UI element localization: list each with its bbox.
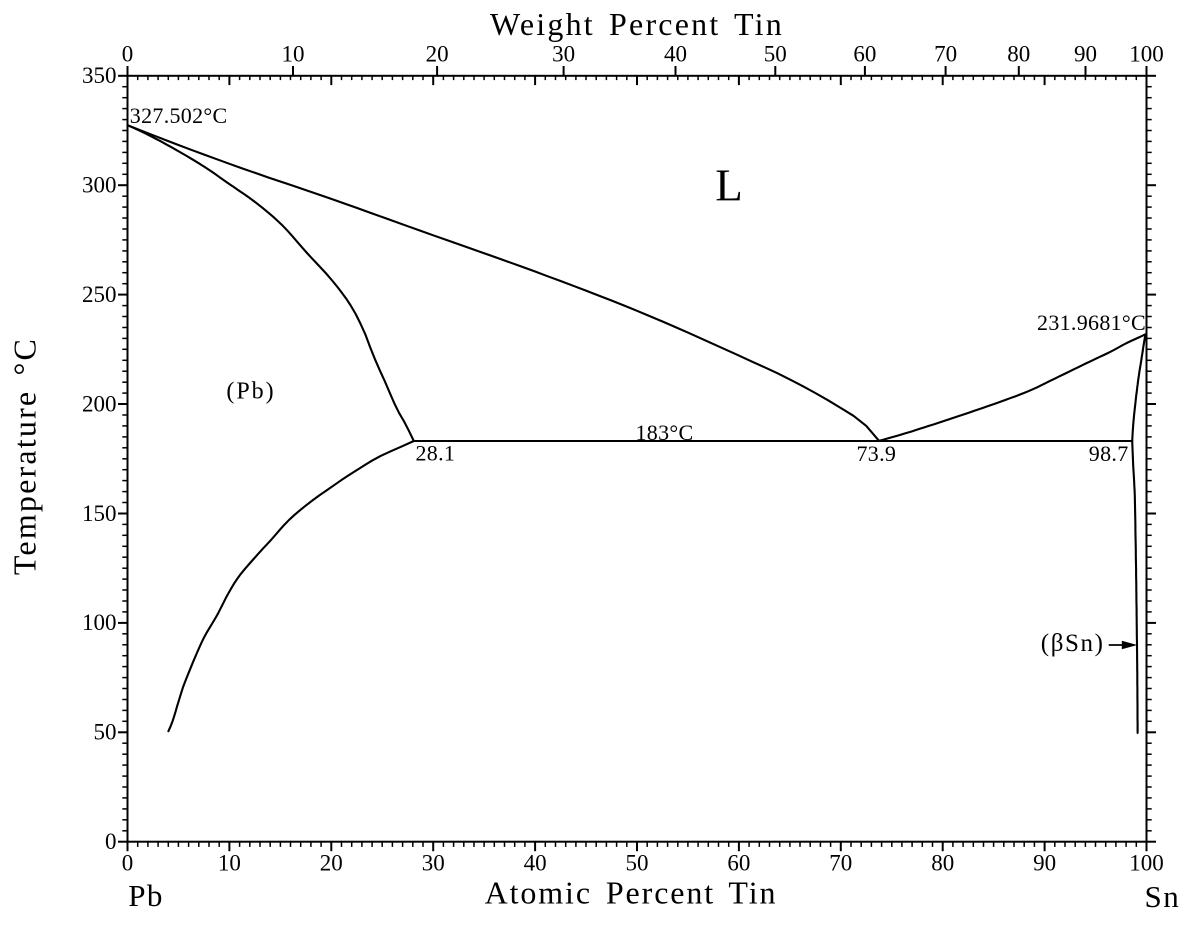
svg-text:90: 90 (1074, 42, 1097, 67)
svg-text:60: 60 (727, 851, 750, 876)
svg-text:70: 70 (829, 851, 852, 876)
svg-text:0: 0 (122, 42, 134, 67)
svg-text:50: 50 (626, 851, 649, 876)
svg-text:327.502°C: 327.502°C (130, 103, 228, 128)
svg-text:0: 0 (105, 829, 117, 854)
svg-text:30: 30 (422, 851, 445, 876)
svg-text:40: 40 (524, 851, 547, 876)
svg-text:100: 100 (1129, 851, 1164, 876)
svg-text:50: 50 (764, 42, 787, 67)
svg-text:Sn: Sn (1145, 879, 1181, 914)
svg-text:80: 80 (1007, 42, 1030, 67)
svg-text:231.9681°C: 231.9681°C (1037, 310, 1146, 335)
svg-text:200: 200 (82, 391, 117, 416)
svg-text:0: 0 (122, 851, 134, 876)
svg-text:100: 100 (1129, 42, 1164, 67)
svg-text:73.9: 73.9 (857, 441, 897, 466)
svg-text:Weight Percent Tin: Weight Percent Tin (490, 6, 784, 42)
svg-text:Temperature °C: Temperature °C (7, 337, 43, 575)
svg-text:20: 20 (320, 851, 343, 876)
svg-text:150: 150 (82, 501, 117, 526)
svg-text:183°C: 183°C (636, 420, 694, 445)
svg-text:100: 100 (82, 610, 117, 635)
svg-text:80: 80 (931, 851, 954, 876)
svg-text:98.7: 98.7 (1089, 441, 1129, 466)
svg-text:Pb: Pb (128, 878, 164, 913)
svg-text:20: 20 (426, 42, 449, 67)
svg-text:30: 30 (552, 42, 575, 67)
svg-text:10: 10 (282, 42, 305, 67)
svg-text:350: 350 (82, 63, 117, 88)
svg-text:L: L (715, 161, 743, 211)
svg-text:Atomic Percent Tin: Atomic Percent Tin (485, 875, 778, 911)
svg-text:10: 10 (218, 851, 241, 876)
svg-text:28.1: 28.1 (416, 441, 456, 466)
svg-text:40: 40 (664, 42, 687, 67)
svg-text:50: 50 (94, 720, 117, 745)
svg-text:60: 60 (853, 42, 876, 67)
svg-text:250: 250 (82, 282, 117, 307)
svg-text:(Pb): (Pb) (226, 379, 275, 405)
svg-text:90: 90 (1033, 851, 1056, 876)
svg-text:(βSn): (βSn) (1041, 630, 1105, 657)
svg-text:70: 70 (934, 42, 957, 67)
svg-text:300: 300 (82, 173, 117, 198)
